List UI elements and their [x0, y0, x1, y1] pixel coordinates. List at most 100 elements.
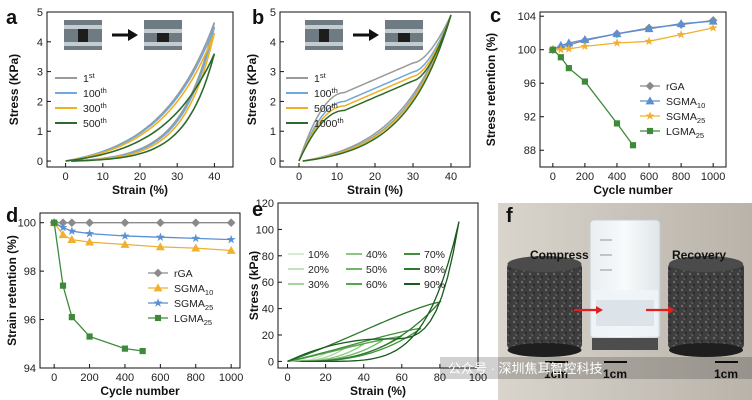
legend-entry: LGMA25: [174, 313, 212, 327]
series-line: [65, 32, 216, 162]
y-tick-label: 60: [262, 277, 274, 289]
x-tick-label: 0: [51, 372, 57, 384]
data-point: [645, 96, 655, 105]
legend-entry: LGMA25: [666, 126, 704, 140]
panel-label: c: [490, 5, 501, 27]
data-point: [556, 44, 566, 54]
y-tick-label: 2: [37, 96, 43, 108]
panel-label: a: [6, 7, 18, 29]
legend-entry: 10%: [308, 249, 329, 261]
data-point: [645, 81, 655, 91]
red-arrow-icon: [646, 306, 675, 314]
data-point: [59, 282, 67, 289]
y-tick-label: 0: [268, 356, 274, 368]
x-tick-label: 40: [358, 372, 370, 384]
data-point: [51, 219, 58, 226]
plot-frame: [539, 11, 727, 168]
x-tick-label: 10: [97, 171, 109, 183]
data-point: [139, 347, 146, 355]
data-point: [67, 218, 77, 227]
data-point: [191, 233, 201, 243]
y-tick-label: 80: [262, 251, 274, 263]
y-axis-label: Stress retention (%): [484, 33, 498, 146]
series-line: [552, 20, 714, 51]
data-point: [153, 268, 163, 278]
panel-e-multi-strain-chart: 0 20 40 60 80 100 0 20 40 60 80 100 120 Strain (%) Str…: [247, 198, 487, 398]
x-tick-label: 30: [171, 171, 183, 183]
compress-label: Compress: [530, 248, 589, 262]
legend-entry: SGMA10: [174, 283, 213, 297]
y-tick-label: 120: [256, 198, 274, 210]
data-point: [549, 46, 556, 53]
y-tick-label: 104: [518, 11, 536, 23]
panel-d-strain-retention-chart: 0 200 400 600 800 1000 94 96 98 100 Cycle number St…: [5, 205, 243, 398]
data-point: [612, 38, 622, 47]
x-tick-label: 600: [640, 171, 658, 183]
x-tick-label: 10: [331, 171, 343, 183]
data-point: [644, 24, 654, 33]
foam-before-photo: [507, 256, 582, 357]
panel-label: b: [252, 7, 264, 29]
panel-label: d: [6, 205, 18, 227]
y-tick-label: 96: [524, 78, 536, 90]
right-arrow-icon: [353, 29, 379, 41]
watermark: 公众号 · 深圳焦耳智控科技: [440, 357, 752, 379]
plot-frame: [277, 202, 479, 369]
series-line: [552, 49, 634, 146]
x-tick-label: 20: [319, 372, 331, 384]
data-point: [86, 333, 93, 340]
compression-photo-before: [64, 20, 102, 50]
y-tick-label: 100: [518, 45, 536, 57]
legend-entry: 500th: [314, 101, 338, 115]
data-point: [67, 235, 77, 244]
legend-entry: SGMA10: [666, 96, 705, 110]
legend-entry: 1st: [314, 71, 327, 85]
beaker-photo: [589, 219, 661, 350]
y-tick-label: 3: [270, 67, 276, 79]
y-tick-label: 40: [262, 304, 274, 316]
legend-entry: 50%: [366, 264, 387, 276]
data-point: [85, 237, 95, 246]
data-point: [156, 218, 165, 227]
y-tick-label: 88: [524, 145, 536, 157]
data-point: [155, 242, 165, 251]
y-tick-label: 0: [270, 156, 276, 168]
foam-after-photo: [668, 256, 744, 357]
x-tick-label: 400: [116, 372, 134, 384]
compression-photo-after: [144, 20, 182, 50]
data-point: [226, 218, 236, 227]
x-tick-label: 800: [672, 171, 690, 183]
legend-entry: rGA: [666, 81, 685, 93]
series-line: [298, 14, 452, 162]
data-point: [84, 228, 95, 238]
data-point: [226, 245, 236, 254]
data-point: [67, 226, 77, 236]
data-point: [191, 243, 201, 252]
data-point: [120, 231, 130, 240]
legend-entry: 100th: [314, 86, 338, 100]
data-point: [646, 127, 654, 135]
scale-label: 1cm: [544, 367, 568, 381]
legend-entry: 60%: [366, 279, 387, 291]
recovery-label: Recovery: [672, 248, 726, 262]
data-point: [613, 120, 621, 127]
data-point: [153, 298, 163, 307]
panel-a-stress-strain-chart: 0 10 20 30 40 0 1 2 3 4 5 Strain (%) Stress (KPa) a 1s…: [6, 7, 234, 197]
series-line: [53, 222, 232, 241]
data-point: [676, 19, 686, 28]
x-tick-label: 30: [407, 171, 419, 183]
series-line: [53, 222, 143, 352]
x-axis-label: Strain (%): [347, 183, 403, 197]
y-axis-label: Stress (KPa): [245, 54, 259, 125]
data-point: [68, 314, 75, 321]
data-point: [644, 36, 654, 46]
data-point: [155, 232, 165, 242]
x-tick-label: 1000: [219, 372, 243, 384]
y-tick-label: 92: [524, 112, 536, 124]
x-tick-label: 600: [151, 372, 169, 384]
data-point: [580, 41, 590, 51]
legend-entry: 90%: [424, 279, 445, 291]
x-axis-label: Cycle number: [593, 183, 673, 197]
data-point: [612, 29, 622, 38]
